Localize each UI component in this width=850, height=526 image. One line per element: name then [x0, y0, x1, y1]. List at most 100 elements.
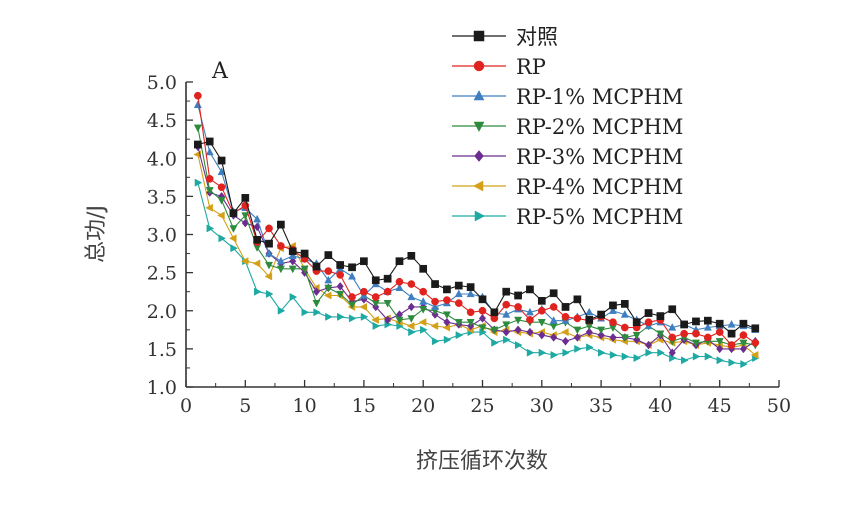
data-point [371, 293, 380, 301]
data-point [265, 224, 273, 233]
data-point [597, 326, 606, 335]
data-point [633, 335, 641, 345]
data-point [478, 324, 487, 333]
data-point [442, 311, 451, 320]
data-point [443, 335, 452, 344]
data-point [549, 289, 558, 298]
data-point [217, 167, 226, 176]
data-point [454, 319, 463, 327]
data-point [490, 326, 499, 335]
legend-marker [473, 121, 485, 133]
data-point [312, 299, 321, 308]
data-point [406, 321, 415, 331]
data-point [633, 354, 642, 363]
data-point [585, 316, 594, 324]
y-tick-label: 1.0 [147, 377, 177, 399]
data-point [692, 317, 700, 326]
data-point [609, 301, 617, 310]
data-point [395, 316, 404, 325]
legend-item: RP-4% MCPHM [452, 175, 683, 199]
data-point [419, 287, 428, 296]
x-axis-title: 挤压循环次数 [416, 449, 548, 474]
data-point [300, 249, 309, 258]
data-point [549, 303, 558, 311]
data-point [656, 330, 665, 339]
data-point [526, 348, 535, 357]
data-point [372, 321, 381, 331]
data-point [632, 318, 641, 327]
x-tick-label: 40 [648, 395, 672, 417]
legend-marker [473, 30, 485, 42]
data-point [371, 315, 379, 324]
data-point [620, 310, 629, 318]
data-point [217, 156, 226, 165]
data-point [359, 302, 368, 311]
data-point [740, 360, 748, 369]
data-point [573, 314, 582, 323]
x-tick-label: 5 [239, 395, 251, 417]
data-point [241, 212, 250, 220]
data-point [692, 352, 701, 361]
data-point [218, 234, 227, 243]
data-point [348, 314, 357, 323]
data-point [407, 302, 415, 312]
data-point [407, 252, 416, 260]
data-point [585, 307, 594, 316]
data-point [727, 319, 736, 328]
data-point [550, 350, 559, 359]
legend: 对照 RP RP-1% MCPHM RP-2% MCPHM RP-3% MCPHM RP-… [452, 25, 683, 229]
data-point [206, 224, 215, 233]
data-point [419, 306, 428, 314]
data-point [466, 289, 475, 298]
data-point [503, 335, 511, 344]
data-point [371, 276, 380, 285]
data-point [739, 339, 748, 348]
series-7 [194, 178, 760, 369]
data-point [431, 297, 439, 306]
data-point [573, 295, 582, 304]
data-point [466, 319, 475, 327]
data-point [549, 322, 558, 331]
legend-label: RP-2% MCPHM [516, 115, 683, 139]
data-point [715, 338, 724, 346]
data-point [324, 284, 333, 293]
x-tick-label: 15 [352, 395, 376, 417]
legend-label: RP [516, 55, 546, 79]
data-point [562, 348, 571, 357]
data-point [739, 344, 747, 354]
data-point [466, 283, 475, 291]
x-ticks: 0 5 10 15 20 25 30 35 40 45 50 [180, 380, 791, 417]
data-point [407, 292, 416, 301]
data-point [407, 315, 416, 323]
data-point [265, 261, 274, 270]
data-point [360, 312, 369, 321]
data-point [561, 303, 570, 311]
data-point [680, 356, 689, 365]
data-point [620, 323, 629, 332]
data-point [431, 302, 440, 311]
data-point [324, 251, 333, 259]
legend-item: RP-3% MCPHM [452, 145, 683, 169]
data-point [312, 262, 321, 271]
data-point [478, 306, 487, 315]
data-point [277, 306, 286, 315]
data-point [597, 348, 606, 357]
data-point [383, 299, 392, 308]
data-point [525, 307, 534, 316]
data-point [420, 325, 428, 334]
data-point [194, 91, 202, 100]
data-point [240, 257, 249, 266]
data-point [502, 310, 511, 318]
data-point [526, 327, 534, 337]
data-point [323, 291, 332, 300]
data-point [301, 308, 310, 317]
data-point [253, 235, 262, 244]
data-point [336, 261, 345, 269]
data-point [336, 281, 344, 291]
data-point [561, 313, 570, 321]
data-point [194, 140, 202, 149]
data-point [276, 256, 285, 265]
data-point [336, 271, 345, 279]
legend-marker [474, 150, 484, 162]
legend-marker [473, 60, 485, 72]
